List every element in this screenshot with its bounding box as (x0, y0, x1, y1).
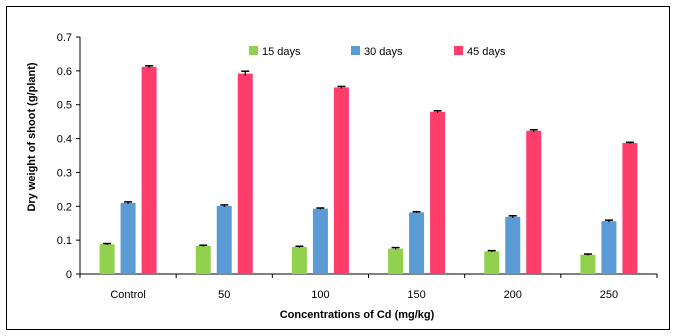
legend-label: 15 days (262, 46, 301, 58)
bar-45-days-250 (622, 142, 638, 274)
y-tick-label: 0.4 (57, 134, 72, 146)
legend-swatch (454, 46, 463, 55)
legend-label: 45 days (467, 46, 506, 58)
x-tick-label: 100 (311, 289, 329, 301)
bar-15-days-50 (195, 245, 211, 274)
y-tick-label: 0.6 (57, 66, 72, 78)
bar-15-days-100 (291, 246, 307, 274)
bar-30-days-100 (312, 208, 328, 274)
y-tick-label: 0.1 (57, 235, 72, 247)
chart-bars (99, 65, 638, 275)
bar-15-days-250 (580, 254, 596, 274)
bar-15-days-150 (388, 248, 404, 274)
bar-30-days-50 (216, 205, 232, 274)
bar-45-days-50 (237, 73, 253, 275)
bar-30-days-150 (409, 212, 425, 274)
bar-45-days-150 (430, 111, 446, 275)
legend-swatch (249, 46, 258, 55)
bar-chart: 0 0.1 0.2 0.3 0.4 0.5 0.6 0.7 Control 50 100 150 20… (26, 32, 658, 321)
x-tick-label: 150 (407, 289, 425, 301)
bar-15-days-200 (484, 251, 500, 274)
bar-15-days-Control (99, 244, 115, 274)
y-tick-label: 0.7 (57, 32, 72, 44)
x-tick-label: 50 (218, 289, 230, 301)
y-tick-label: 0.5 (57, 100, 72, 112)
x-axis-title: Concentrations of Cd (mg/kg) (280, 309, 435, 321)
x-tick-label: 200 (504, 289, 522, 301)
bar-45-days-200 (526, 130, 542, 274)
bar-30-days-200 (505, 216, 521, 274)
x-tick-label: Control (110, 289, 145, 301)
bar-30-days-250 (601, 221, 617, 274)
chart-frame: 0 0.1 0.2 0.3 0.4 0.5 0.6 0.7 Control 50 100 150 20… (6, 6, 670, 330)
chart-axes (79, 37, 657, 275)
legend-label: 30 days (364, 46, 403, 58)
bar-45-days-100 (333, 87, 349, 274)
y-tick-label: 0 (66, 269, 72, 281)
legend-swatch (351, 46, 360, 55)
y-axis-ticks: 0 0.1 0.2 0.3 0.4 0.5 0.6 0.7 (57, 32, 80, 281)
chart-legend: 15 days 30 days 45 days (249, 46, 506, 58)
y-axis-title: Dry weight of shoot (g/plant) (26, 62, 38, 211)
y-tick-label: 0.3 (57, 167, 72, 179)
bar-45-days-Control (141, 66, 157, 274)
y-tick-label: 0.2 (57, 201, 72, 213)
x-tick-label: 250 (600, 289, 618, 301)
x-axis-ticks: Control 50 100 150 200 250 (79, 274, 658, 301)
bar-30-days-Control (120, 202, 136, 274)
